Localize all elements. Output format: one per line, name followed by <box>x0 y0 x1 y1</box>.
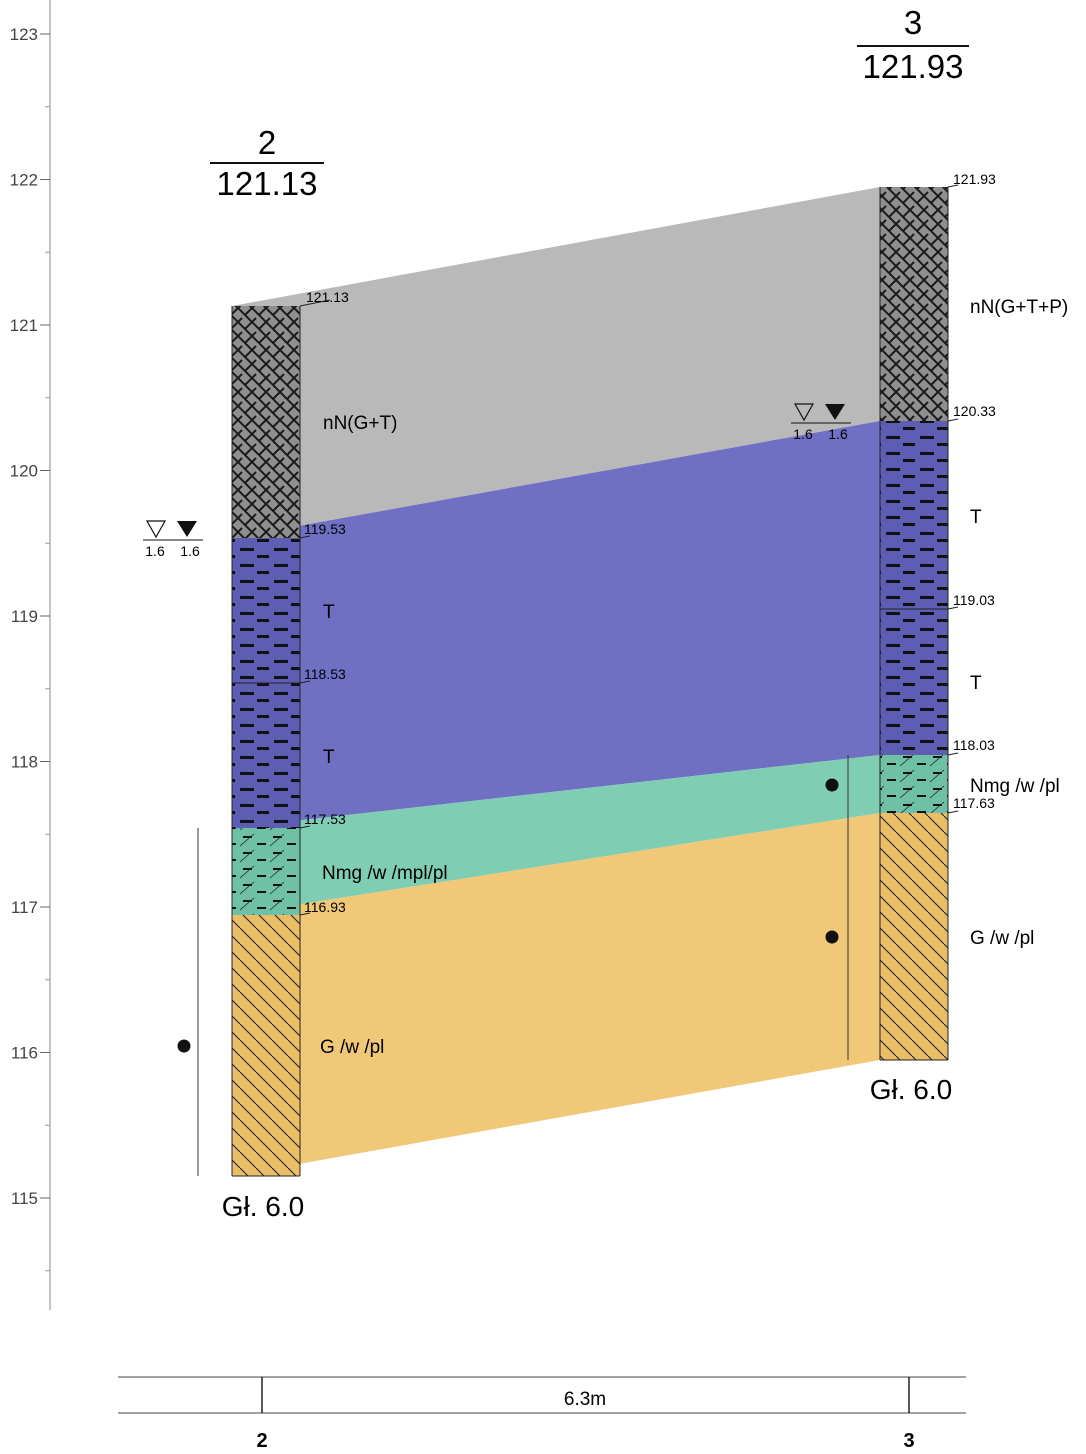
distance-right-borehole: 3 <box>903 1430 914 1452</box>
axis-tick-label: 116 <box>11 1044 38 1063</box>
layer-label: T <box>970 673 982 694</box>
borehole-3-column <box>879 187 949 1061</box>
layer-silt <box>232 755 880 915</box>
borehole-2-number: 2 <box>258 124 276 161</box>
boundary-label: 121.93 <box>953 171 996 187</box>
borehole-3-layer-labels: nN(G+T+P) T T Nmg /w /pl G /w /pl <box>970 297 1068 949</box>
layer-label: nN(G+T) <box>323 413 397 434</box>
water-level-2-stabilized: 1.6 <box>180 543 200 559</box>
axis-tick-label: 122 <box>10 171 38 190</box>
layer-label: nN(G+T+P) <box>970 297 1068 318</box>
elevation-axis: 123 122 121 120 119 118 117 116 115 <box>10 0 51 1310</box>
boundary-leaders <box>299 184 959 916</box>
distance-left-borehole: 2 <box>256 1430 267 1452</box>
borehole-3-boundaries: 121.93 120.33 119.03 118.03 117.63 <box>953 171 996 811</box>
axis-tick-label: 115 <box>11 1189 38 1208</box>
borehole-3-header: 3 121.93 <box>857 4 969 85</box>
boundary-label: 117.63 <box>953 795 995 811</box>
layer-label: G /w /pl <box>320 1037 384 1058</box>
borehole-3-number: 3 <box>904 4 922 41</box>
axis-tick-label: 119 <box>11 607 38 626</box>
layer-label: Nmg /w /pl <box>970 776 1060 797</box>
borehole-2-elevation: 121.13 <box>217 165 318 202</box>
axis-tick-label: 121 <box>10 316 38 335</box>
boundary-label: 118.03 <box>953 737 995 753</box>
water-level-3-stabilized: 1.6 <box>828 426 848 442</box>
axis-tick-label: 117 <box>11 898 38 917</box>
axis-tick-label: 120 <box>10 462 38 481</box>
boundary-label: 120.33 <box>953 403 996 419</box>
layer-label: T <box>323 602 335 623</box>
layer-label: T <box>970 507 982 528</box>
borehole-2-boundaries: 121.13 119.53 118.53 117.53 116.93 <box>304 289 349 915</box>
boundary-label: 119.53 <box>304 521 346 537</box>
water-level-2-initial: 1.6 <box>145 543 165 559</box>
boundary-label: 118.53 <box>304 666 346 682</box>
layer-sand <box>232 813 880 1176</box>
axis-tick-label: 123 <box>10 25 38 44</box>
layer-organic-soil <box>232 421 880 828</box>
borehole-2-depth: Gł. 6.0 <box>222 1191 304 1222</box>
borehole-2-layer-labels: nN(G+T) T T Nmg /w /mpl/pl G /w /pl <box>320 413 448 1058</box>
water-level-3-initial: 1.6 <box>793 426 813 442</box>
water-level-borehole-2: 1.6 1.6 <box>143 520 203 559</box>
layer-label: Nmg /w /mpl/pl <box>322 863 448 884</box>
borehole-3-depth: Gł. 6.0 <box>870 1074 952 1105</box>
boundary-label: 116.93 <box>304 899 346 915</box>
borehole-3-elevation: 121.93 <box>863 48 964 85</box>
boundary-label: 119.03 <box>953 592 995 608</box>
layer-label: T <box>323 747 335 768</box>
boundary-label: 121.13 <box>306 289 349 305</box>
sample-markers <box>177 755 849 1176</box>
water-level-borehole-3: 1.6 1.6 <box>791 403 851 442</box>
distance-scale: 6.3m 2 3 <box>118 1376 966 1452</box>
layer-label: G /w /pl <box>970 928 1034 949</box>
borehole-2-column <box>231 306 301 1177</box>
boundary-label: 117.53 <box>304 811 346 827</box>
borehole-2-header: 2 121.13 <box>210 124 324 202</box>
axis-tick-label: 118 <box>11 753 38 772</box>
distance-label: 6.3m <box>564 1389 606 1410</box>
